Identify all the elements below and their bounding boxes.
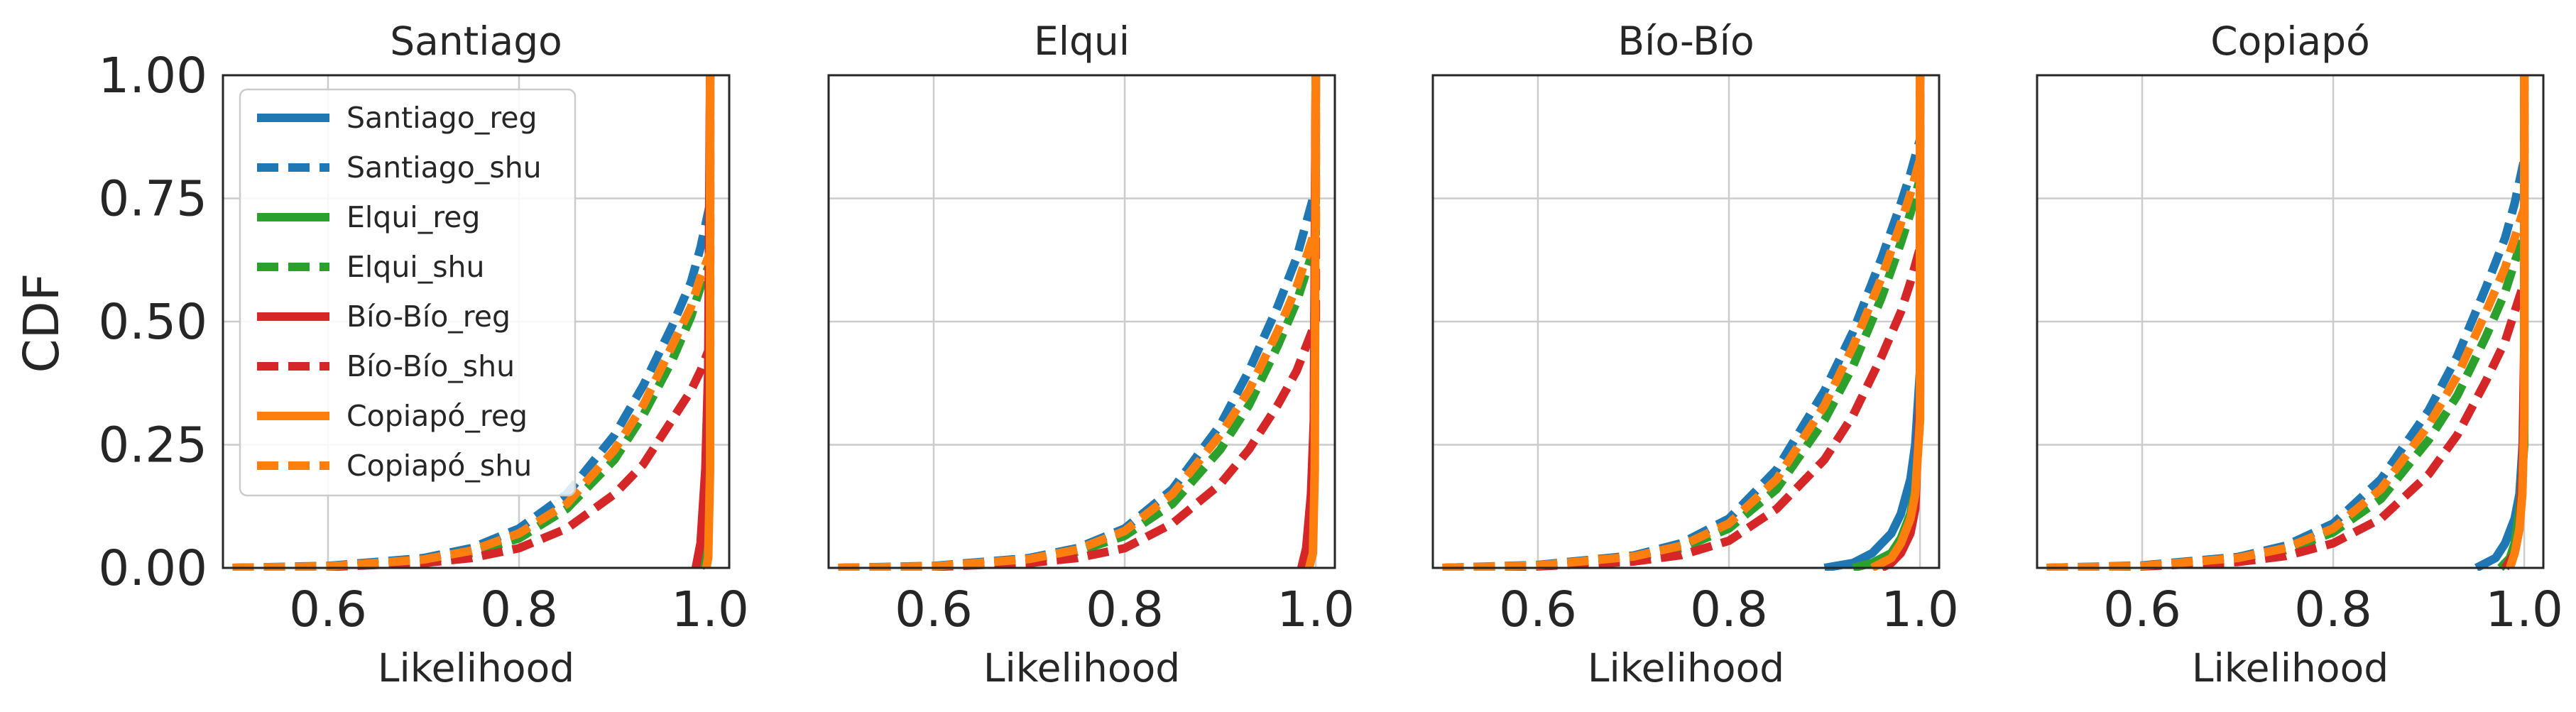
- legend-label: Copiapó_reg: [346, 399, 528, 433]
- x-axis-label: Likelihood: [378, 645, 574, 691]
- x-tick-label: 0.8: [1690, 581, 1768, 638]
- x-axis-label: Likelihood: [2192, 645, 2389, 691]
- plot-frame: [827, 74, 1336, 569]
- y-tick-label: 0.75: [98, 171, 207, 228]
- y-tick-label: 0.50: [98, 294, 207, 351]
- series-line-copiapó_reg: [2506, 75, 2529, 569]
- legend-label: Elqui_shu: [346, 250, 485, 284]
- subplot-3: Copiapó 0.6 0.8 1.0 Likelihood: [2036, 18, 2563, 691]
- x-axis-label: Likelihood: [983, 645, 1180, 691]
- x-tick-label: 1.0: [2485, 581, 2563, 638]
- series-line-copiapó_shu: [2046, 75, 2529, 571]
- y-tick-label: 0.00: [98, 540, 207, 597]
- series-line-copiapó_reg: [1870, 75, 1925, 571]
- series-line-copiapó_shu: [838, 75, 1321, 571]
- y-axis-label: CDF: [13, 273, 70, 373]
- x-tick-label: 1.0: [1881, 581, 1959, 638]
- legend: Santiago_reg Santiago_shu Elqui_reg Elqui_s…: [239, 88, 577, 497]
- subplot-0: Santiago 0.6 0.8 1.0 0.00 0.25 0.50 0.75 1.00 Lik…: [98, 18, 749, 691]
- plot-frame: [1431, 74, 1941, 569]
- y-tick-label: 1.00: [98, 48, 207, 104]
- subplot-1: Elqui 0.6 0.8 1.0 Likelihood: [827, 18, 1355, 691]
- x-tick-label: 0.6: [289, 581, 367, 638]
- series-group: [1442, 75, 1925, 571]
- legend-label: Bío-Bío_shu: [346, 349, 515, 383]
- series-group: [232, 75, 715, 571]
- series-group: [2046, 75, 2529, 571]
- x-tick-label: 0.6: [895, 581, 973, 638]
- legend-label: Bío-Bío_reg: [346, 300, 511, 334]
- subplot-title: Bío-Bío: [1617, 18, 1754, 64]
- y-tick-label: 0.25: [98, 417, 207, 474]
- x-tick-label: 0.6: [2103, 581, 2181, 638]
- legend-label: Copiapó_shu: [346, 449, 532, 483]
- series-line-bío-bío_shu: [1442, 75, 1925, 571]
- series-line-copiapó_reg: [1304, 75, 1321, 569]
- series-group: [838, 75, 1321, 571]
- subplot-title: Elqui: [1034, 18, 1130, 64]
- x-axis-label: Likelihood: [1588, 645, 1784, 691]
- subplot-title: Santiago: [390, 18, 562, 64]
- legend-label: Santiago_reg: [346, 101, 537, 135]
- x-tick-label: 0.8: [480, 581, 558, 638]
- x-tick-label: 1.0: [671, 581, 749, 638]
- plot-frame: [2036, 74, 2545, 569]
- x-tick-label: 1.0: [1277, 581, 1355, 638]
- legend-label: Santiago_shu: [346, 150, 542, 185]
- series-line-copiapó_shu: [1442, 75, 1925, 571]
- plot-frame: [222, 74, 731, 569]
- x-tick-label: 0.8: [2294, 581, 2372, 638]
- subplot-title: Copiapó: [2210, 18, 2370, 64]
- subplot-2: Bío-Bío 0.6 0.8 1.0 Likelihood: [1431, 18, 1959, 691]
- legend-frame: [239, 88, 577, 497]
- series-line-copiapó_shu: [232, 75, 715, 571]
- series-line-copiapó_reg: [702, 75, 715, 569]
- x-tick-label: 0.8: [1086, 581, 1164, 638]
- legend-label: Elqui_reg: [346, 200, 480, 234]
- x-tick-label: 0.6: [1499, 581, 1577, 638]
